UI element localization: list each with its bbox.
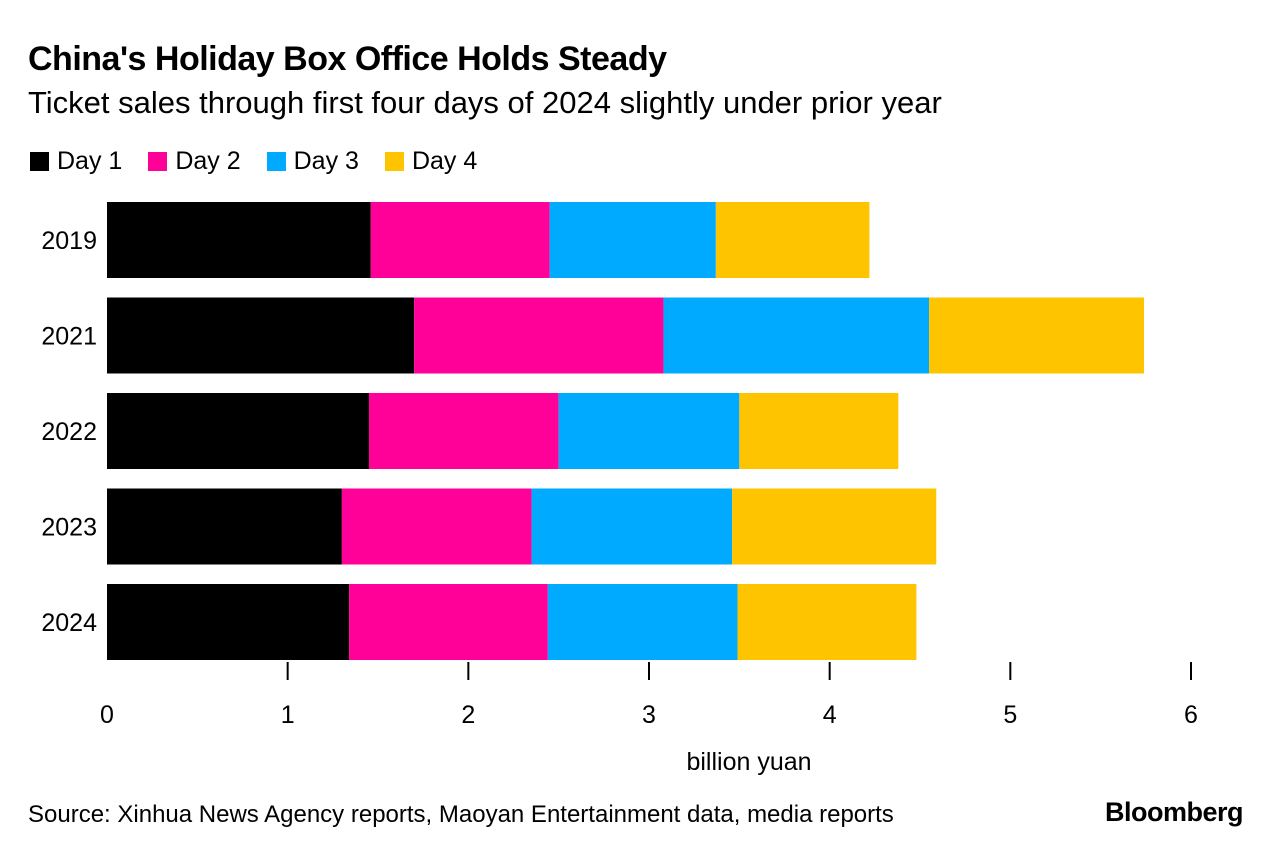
- bar-2021-day-4: [929, 297, 1145, 374]
- x-tick-label-2: 2: [461, 701, 475, 729]
- bar-2021-day-2: [414, 297, 664, 374]
- legend-swatch-day-4: [384, 152, 404, 171]
- x-tick-label-6: 6: [1184, 701, 1198, 729]
- bar-2023-day-3: [531, 488, 733, 565]
- bloomberg-logo: Bloomberg: [1104, 797, 1244, 827]
- y-tick-label-2023: 2023: [41, 514, 97, 542]
- chart-title: China's Holiday Box Office Holds Steady: [28, 40, 667, 78]
- bar-2022-day-4: [739, 393, 899, 469]
- bar-2023-day-1: [107, 488, 342, 565]
- bar-2023-day-2: [341, 488, 532, 565]
- bar-2024-day-4: [737, 584, 917, 660]
- y-tick-label-2024: 2024: [41, 609, 97, 637]
- legend-swatch-day-2: [148, 152, 168, 171]
- legend-label-day-3: Day 3: [293, 147, 359, 175]
- bar-2022-day-3: [558, 393, 740, 469]
- chart-legend: Day 1 Day 2 Day 3 Day 4: [30, 147, 503, 176]
- bar-2022-day-1: [107, 393, 369, 469]
- bar-2023-day-4: [732, 488, 937, 565]
- y-tick-label-2019: 2019: [41, 227, 97, 255]
- legend-label-day-1: Day 1: [57, 147, 123, 175]
- legend-label-day-4: Day 4: [411, 147, 478, 175]
- legend-swatch-day-1: [30, 152, 49, 171]
- bar-2019-day-1: [107, 202, 371, 278]
- bar-2024-day-2: [349, 584, 548, 660]
- legend-item-day-2: Day 2: [148, 147, 241, 176]
- bar-2021-day-3: [663, 297, 930, 374]
- y-tick-label-2022: 2022: [41, 418, 97, 446]
- bar-2024-day-1: [107, 584, 350, 660]
- legend-item-day-1: Day 1: [30, 147, 122, 176]
- legend-swatch-day-3: [266, 152, 286, 171]
- bar-2021-day-1: [107, 297, 415, 374]
- bar-2019-day-4: [715, 202, 870, 278]
- x-tick-label-0: 0: [100, 701, 114, 729]
- chart-subtitle: Ticket sales through first four days of …: [28, 85, 942, 120]
- bar-2024-day-3: [547, 584, 738, 660]
- x-tick-label-3: 3: [642, 701, 656, 729]
- bar-2019-day-3: [549, 202, 716, 278]
- bar-2022-day-2: [368, 393, 559, 469]
- source-note: Source: Xinhua News Agency reports, Maoy…: [28, 801, 894, 828]
- y-tick-label-2021: 2021: [41, 323, 97, 351]
- bar-2019-day-2: [370, 202, 550, 278]
- legend-label-day-2: Day 2: [175, 147, 241, 175]
- x-tick-label-4: 4: [823, 701, 837, 729]
- legend-item-day-4: Day 4: [384, 147, 478, 176]
- legend-item-day-3: Day 3: [266, 147, 359, 176]
- x-tick-label-1: 1: [281, 701, 295, 729]
- x-axis-label: billion yuan: [686, 748, 811, 776]
- x-tick-label-5: 5: [1003, 701, 1017, 729]
